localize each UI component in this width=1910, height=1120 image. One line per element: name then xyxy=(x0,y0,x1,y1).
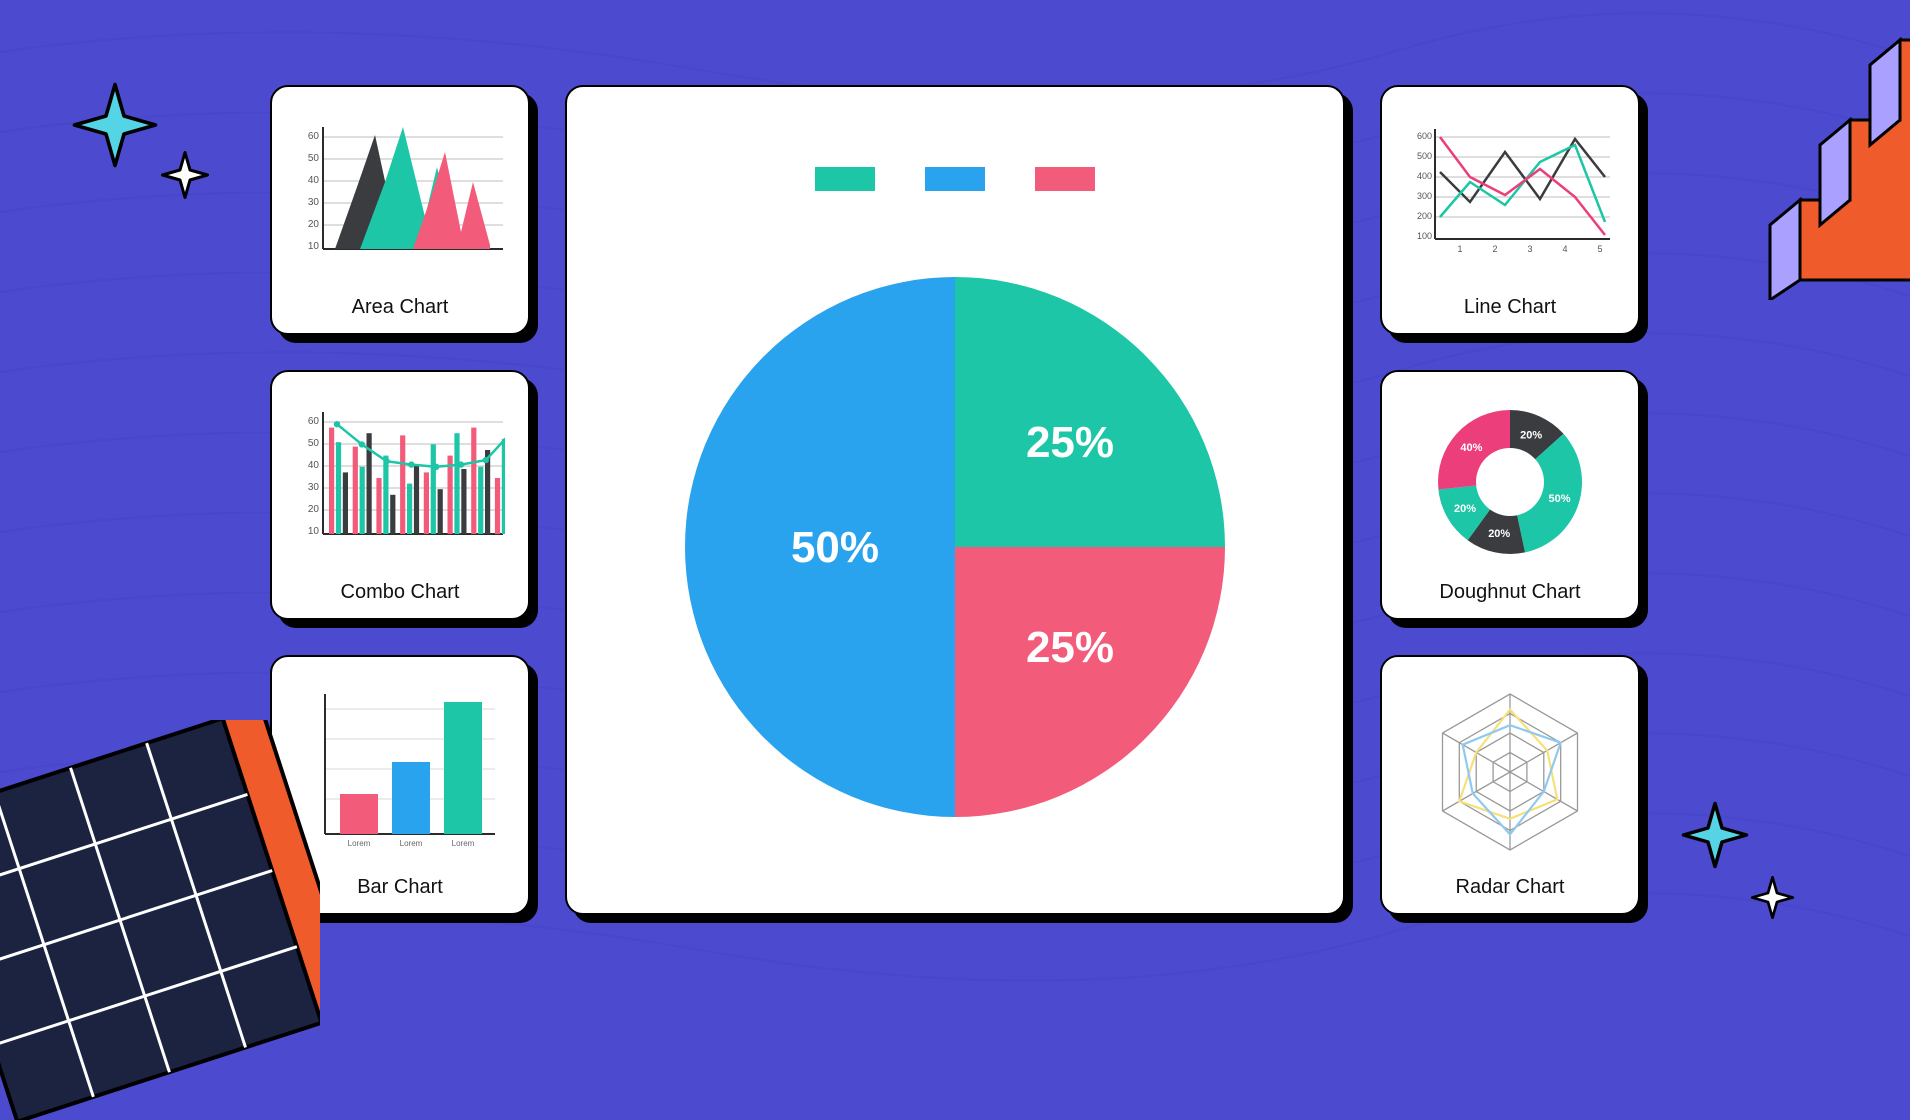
card-label: Area Chart xyxy=(352,296,449,319)
legend-swatch-blue xyxy=(925,167,985,191)
legend-swatch-teal xyxy=(815,167,875,191)
card-label: Combo Chart xyxy=(341,581,460,604)
pie-legend xyxy=(815,167,1095,191)
svg-text:600: 600 xyxy=(1417,131,1432,141)
radar-chart-preview xyxy=(1400,675,1620,868)
deco-stairs-top-right xyxy=(1620,0,1910,300)
svg-text:5: 5 xyxy=(1597,244,1602,254)
sparkle-icon xyxy=(160,150,210,200)
line-chart-preview: 100 200 300 400 500 600 1 2 3 4 5 xyxy=(1400,105,1620,288)
svg-text:10: 10 xyxy=(308,526,320,537)
svg-text:20: 20 xyxy=(308,219,320,230)
svg-text:4: 4 xyxy=(1562,244,1567,254)
card-combo-chart: 10 20 30 40 50 60 Combo Chart xyxy=(270,370,530,620)
svg-text:40: 40 xyxy=(308,460,320,471)
svg-text:10: 10 xyxy=(308,241,320,252)
deco-grid-bottom-left xyxy=(0,720,320,1120)
area-chart-preview: 10 20 30 40 50 60 xyxy=(290,105,510,288)
svg-text:40: 40 xyxy=(308,175,320,186)
svg-text:1: 1 xyxy=(1457,244,1462,254)
doughnut-chart-preview: 20% 50% 20% 20% 40% xyxy=(1400,390,1620,573)
svg-text:60: 60 xyxy=(308,131,320,142)
card-radar-chart: Radar Chart xyxy=(1380,655,1640,915)
card-main-pie: 50% 25% 25% xyxy=(565,85,1345,915)
pie-label-25a: 25% xyxy=(1026,418,1114,467)
card-area-chart: 10 20 30 40 50 60 Area Chart xyxy=(270,85,530,335)
card-label: Bar Chart xyxy=(357,876,443,899)
svg-text:20%: 20% xyxy=(1454,503,1476,515)
card-label: Line Chart xyxy=(1464,296,1556,319)
svg-text:Lorem: Lorem xyxy=(400,839,423,848)
svg-text:500: 500 xyxy=(1417,151,1432,161)
card-label: Radar Chart xyxy=(1456,876,1565,899)
legend-swatch-pink xyxy=(1035,167,1095,191)
svg-text:20%: 20% xyxy=(1520,429,1542,441)
card-label: Doughnut Chart xyxy=(1439,581,1580,604)
sparkle-icon xyxy=(1680,800,1750,870)
combo-chart-preview: 10 20 30 40 50 60 xyxy=(290,390,510,573)
card-line-chart: 100 200 300 400 500 600 1 2 3 4 5 Line Chart xyxy=(1380,85,1640,335)
pie-label-25b: 25% xyxy=(1026,623,1114,672)
svg-text:50%: 50% xyxy=(1548,493,1570,505)
svg-text:100: 100 xyxy=(1417,231,1432,241)
sparkle-icon xyxy=(1750,875,1795,920)
svg-text:40%: 40% xyxy=(1460,442,1482,454)
svg-text:300: 300 xyxy=(1417,191,1432,201)
svg-text:50: 50 xyxy=(308,153,320,164)
bar-chart-preview: Lorem Lorem Lorem xyxy=(290,675,510,868)
svg-text:60: 60 xyxy=(308,416,320,427)
svg-text:30: 30 xyxy=(308,197,320,208)
svg-text:20: 20 xyxy=(308,504,320,515)
pie-chart-main: 50% 25% 25% xyxy=(607,221,1303,873)
card-doughnut-chart: 20% 50% 20% 20% 40% Doughnut Chart xyxy=(1380,370,1640,620)
svg-text:50: 50 xyxy=(308,438,320,449)
svg-text:400: 400 xyxy=(1417,171,1432,181)
svg-text:Lorem: Lorem xyxy=(452,839,475,848)
pie-label-50: 50% xyxy=(791,523,879,572)
svg-text:3: 3 xyxy=(1527,244,1532,254)
svg-text:Lorem: Lorem xyxy=(348,839,371,848)
svg-text:200: 200 xyxy=(1417,211,1432,221)
svg-text:2: 2 xyxy=(1492,244,1497,254)
sparkle-icon xyxy=(70,80,160,170)
svg-text:30: 30 xyxy=(308,482,320,493)
svg-text:20%: 20% xyxy=(1488,527,1510,539)
